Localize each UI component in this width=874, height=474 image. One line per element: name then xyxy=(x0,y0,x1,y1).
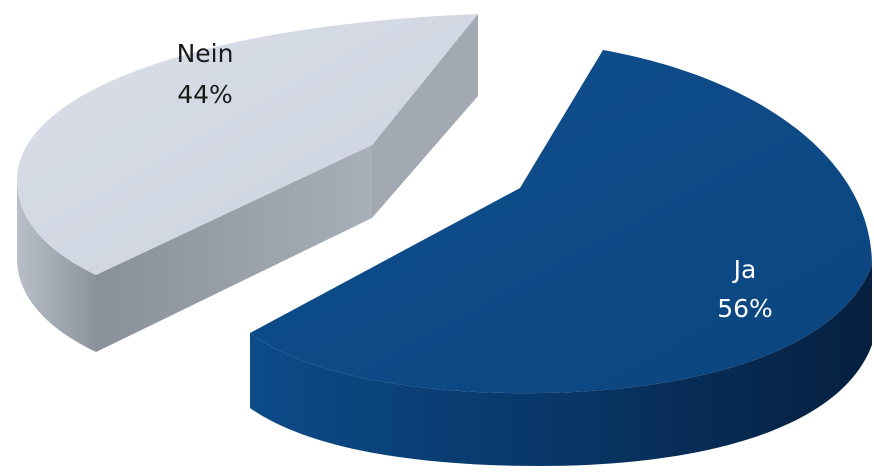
slice-label-nein-name: Nein xyxy=(177,39,234,68)
slice-ja-top xyxy=(250,50,872,394)
slice-nein-side-outer xyxy=(17,180,96,352)
slice-nein xyxy=(17,14,478,352)
slice-label-ja: Ja 56% xyxy=(717,255,773,323)
slice-label-ja-name: Ja xyxy=(732,255,757,284)
slice-label-ja-percent: 56% xyxy=(717,294,773,323)
slice-label-nein-percent: 44% xyxy=(177,80,233,109)
slice-nein-side-cut xyxy=(96,145,372,352)
slice-nein-side-back xyxy=(372,14,478,218)
slice-nein-top xyxy=(17,14,478,275)
slice-label-nein: Nein 44% xyxy=(177,39,234,109)
slice-ja-side xyxy=(250,265,872,466)
slice-ja xyxy=(250,50,872,466)
